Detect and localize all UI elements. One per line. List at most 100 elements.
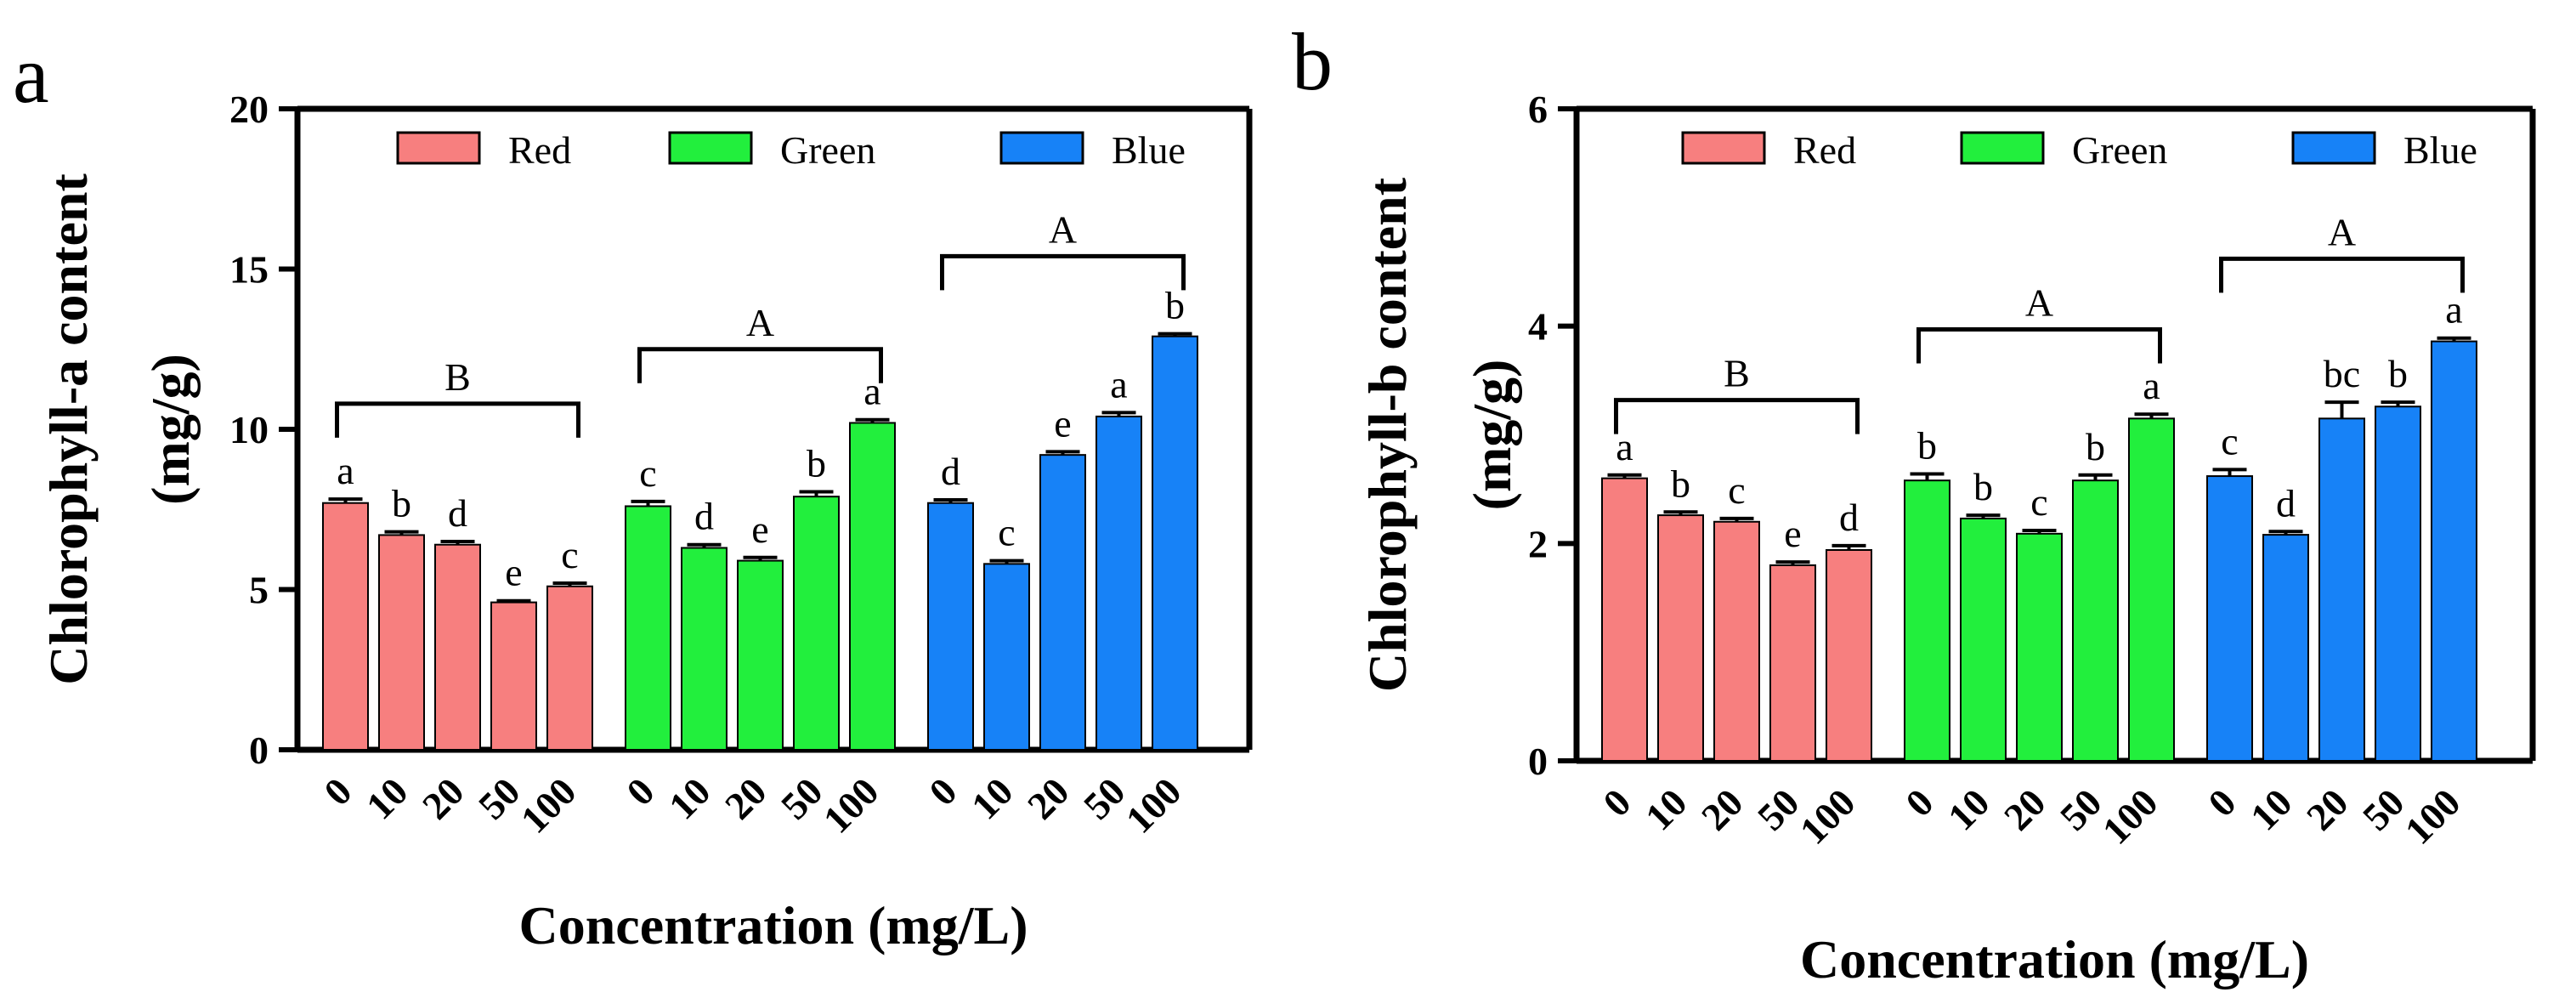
bar-blue-0 (2206, 475, 2253, 762)
y-tick-label: 15 (229, 248, 269, 292)
y-tick-label: 20 (229, 88, 269, 131)
bar-blue-0 (927, 502, 974, 751)
y-axis-title: Chlorophyll-a content (38, 173, 99, 685)
x-tick-label: 10 (1637, 780, 1696, 839)
group-bracket-label: B (1724, 352, 1750, 395)
bar-green-20 (737, 559, 784, 751)
bar-blue-50 (2375, 405, 2421, 762)
group-bracket-label: B (444, 355, 471, 399)
significance-letter: e (1054, 401, 1071, 445)
significance-letter: d (2276, 481, 2296, 525)
significance-letter: c (2030, 480, 2047, 524)
bar-green-0 (1904, 479, 1950, 762)
x-tick-label: 10 (358, 769, 416, 828)
significance-letter: bc (2324, 352, 2360, 395)
significance-letter: b (1917, 424, 1937, 468)
x-tick-label: 10 (2242, 780, 2301, 839)
x-tick-label: 0 (920, 769, 965, 814)
bar-green-100 (2128, 417, 2175, 762)
legend-label-red: Red (1793, 128, 1856, 172)
legend-swatch-blue (2291, 131, 2376, 165)
group-bracket (1916, 327, 2162, 364)
legend-label-blue: Blue (2403, 128, 2477, 172)
panel-letter: a (13, 29, 49, 120)
significance-letter: c (639, 451, 656, 495)
x-tick-label: 100 (1118, 769, 1190, 842)
bar-green-50 (2072, 479, 2119, 762)
y-tick-label: 6 (1528, 88, 1548, 131)
x-tick-label: 0 (1594, 780, 1639, 825)
bar-green-0 (625, 505, 671, 751)
y-tick-label: 0 (249, 729, 269, 772)
legend-label-green: Green (2072, 128, 2167, 172)
x-tick-label: 100 (2397, 780, 2469, 853)
y-tick-label: 5 (249, 569, 269, 612)
significance-letter: d (694, 495, 714, 538)
significance-letter: b (807, 442, 826, 485)
chart-panel-b: b 0 2 4 6 Chlorophyll-b content (mg/g) Concentr… (1292, 16, 2536, 989)
legend-swatch-blue (999, 131, 1084, 165)
significance-letter: c (561, 533, 578, 576)
x-tick-label: 0 (1897, 780, 1941, 825)
y-tick-label: 2 (1528, 522, 1548, 565)
x-tick-label: 100 (1792, 780, 1864, 853)
x-tick-label: 100 (815, 769, 887, 842)
bar-red-20 (1713, 520, 1760, 762)
x-tick-label: 20 (1693, 780, 1752, 839)
bar-red-100 (1826, 549, 1872, 763)
x-axis-title: Concentration (mg/L) (1800, 929, 2309, 989)
bar-red-0 (322, 502, 369, 751)
y-tick-label: 4 (1528, 305, 1548, 349)
significance-letter: b (392, 482, 411, 525)
significance-letter: a (337, 449, 354, 492)
bar-red-0 (1601, 477, 1648, 763)
x-tick-label: 10 (660, 769, 719, 828)
group-bracket-label: A (2025, 281, 2053, 325)
x-tick-label: 0 (618, 769, 662, 814)
bar-red-50 (1769, 564, 1816, 763)
x-tick-label: 20 (2298, 780, 2357, 839)
significance-letter: c (998, 511, 1015, 554)
bar-blue-20 (1039, 454, 1086, 751)
x-tick-label: 100 (512, 769, 585, 842)
group-bracket (2219, 256, 2465, 293)
bar-blue-100 (2431, 340, 2477, 762)
chart-panel-a: a 0 5 10 15 20 Chlorophyll-a content (mg/g) Conc… (13, 29, 1253, 955)
x-tick-label: 20 (1019, 769, 1078, 828)
bar-red-100 (546, 585, 593, 751)
group-bracket-label: A (746, 301, 774, 344)
bar-red-10 (1657, 514, 1704, 762)
panel-letter: b (1292, 16, 1333, 107)
bar-blue-10 (983, 563, 1030, 751)
x-axis-title: Concentration (mg/L) (518, 895, 1028, 955)
group-bracket (1614, 398, 1860, 434)
bar-green-100 (849, 422, 896, 751)
significance-letter: b (2388, 352, 2408, 395)
bar-blue-50 (1096, 415, 1142, 751)
significance-letter: b (1671, 462, 1690, 505)
x-tick-label: 20 (414, 769, 473, 828)
group-bracket-label: A (1049, 207, 1077, 251)
legend-label-red: Red (508, 128, 571, 172)
group-bracket (637, 347, 883, 383)
significance-letter: a (2445, 288, 2462, 332)
y-axis-title: (mg/g) (1462, 360, 1522, 511)
group-bracket-label: A (2328, 210, 2356, 253)
significance-letter: d (448, 491, 467, 535)
x-tick-label: 20 (716, 769, 775, 828)
y-axis-title: Chlorophyll-b content (1357, 177, 1418, 692)
group-bracket (940, 253, 1186, 291)
x-tick-label: 0 (2200, 780, 2244, 825)
x-tick-label: 0 (315, 769, 360, 814)
bar-green-50 (793, 496, 840, 751)
bar-green-10 (1960, 517, 2007, 762)
bar-green-20 (2016, 532, 2063, 762)
legend-label-green: Green (780, 128, 875, 172)
significance-letter: a (2143, 364, 2160, 407)
legend-swatch-green (668, 131, 753, 165)
x-tick-label: 10 (1939, 780, 1998, 839)
significance-letter: a (1616, 425, 1633, 468)
bar-red-20 (434, 543, 481, 751)
significance-letter: b (1973, 465, 1993, 508)
significance-letter: c (1728, 468, 1745, 512)
